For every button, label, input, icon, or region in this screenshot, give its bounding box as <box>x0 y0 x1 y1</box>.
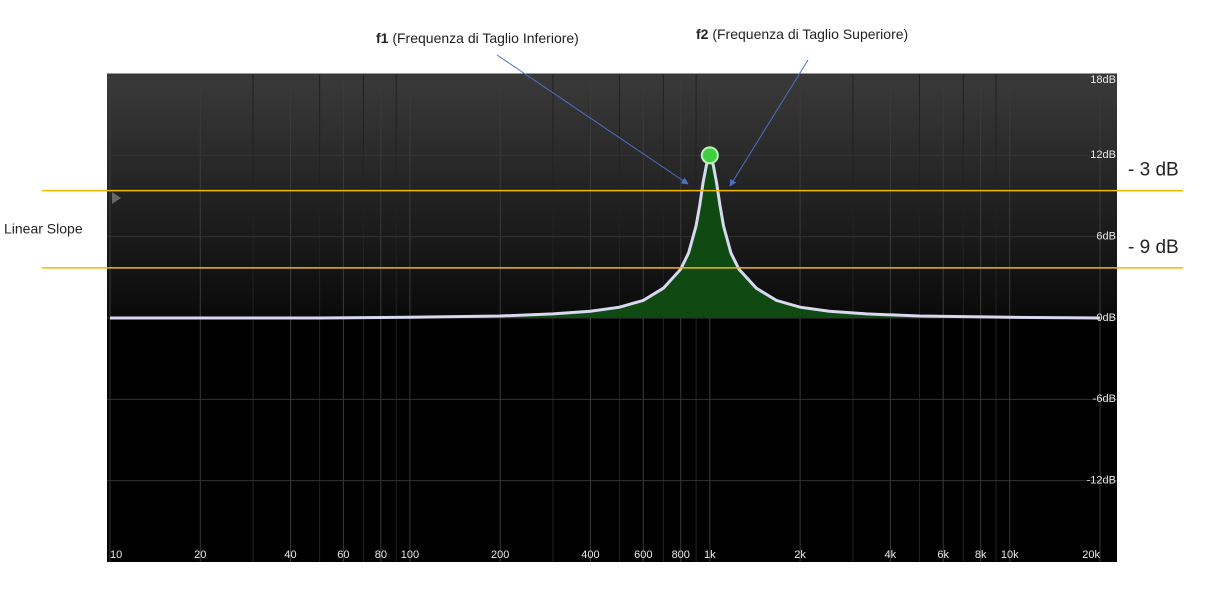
y-tick-label: 6dB <box>1096 231 1116 243</box>
x-tick-label: 100 <box>401 549 419 561</box>
threshold-label: - 9 dB <box>1128 237 1179 258</box>
x-tick-label: 10 <box>110 549 122 561</box>
plot-upper <box>107 74 1117 318</box>
y-tick-label: 12dB <box>1090 149 1116 161</box>
x-tick-label: 20 <box>194 549 206 561</box>
x-tick-label: 600 <box>634 549 652 561</box>
x-tick-label: 80 <box>375 549 387 561</box>
x-tick-label: 40 <box>284 549 296 561</box>
f2-label: f2 (Frequenza di Taglio Superiore) <box>696 26 908 42</box>
f2-bold: f2 <box>696 26 709 42</box>
x-tick-label: 400 <box>581 549 599 561</box>
y-tick-label: 0dB <box>1096 312 1116 324</box>
x-tick-label: 20k <box>1082 549 1100 561</box>
x-tick-label: 8k <box>975 549 987 561</box>
x-tick-label: 60 <box>337 549 349 561</box>
x-tick-label: 4k <box>885 549 897 561</box>
x-tick-label: 2k <box>794 549 806 561</box>
peak-node <box>700 146 719 165</box>
f1-label: f1 (Frequenza di Taglio Inferiore) <box>376 30 579 46</box>
x-tick-label: 6k <box>937 549 949 561</box>
y-tick-label: -6dB <box>1093 393 1116 405</box>
f1-bold: f1 <box>376 30 389 46</box>
slope-label: Linear Slope <box>4 221 83 237</box>
x-tick-label: 1k <box>704 549 716 561</box>
x-tick-label: 800 <box>672 549 690 561</box>
x-tick-label: 10k <box>1001 549 1019 561</box>
y-tick-label: 18dB <box>1090 74 1116 86</box>
f1-arrow <box>496 54 689 185</box>
y-tick-label: -12dB <box>1087 475 1116 487</box>
threshold-label: - 3 dB <box>1128 160 1179 181</box>
f2-text: (Frequenza di Taglio Superiore) <box>712 26 908 42</box>
x-tick-label: 200 <box>491 549 509 561</box>
plot-lower <box>107 318 1117 562</box>
f1-text: (Frequenza di Taglio Inferiore) <box>392 30 579 46</box>
f2-arrow <box>729 59 809 187</box>
slope-handle <box>112 192 121 204</box>
